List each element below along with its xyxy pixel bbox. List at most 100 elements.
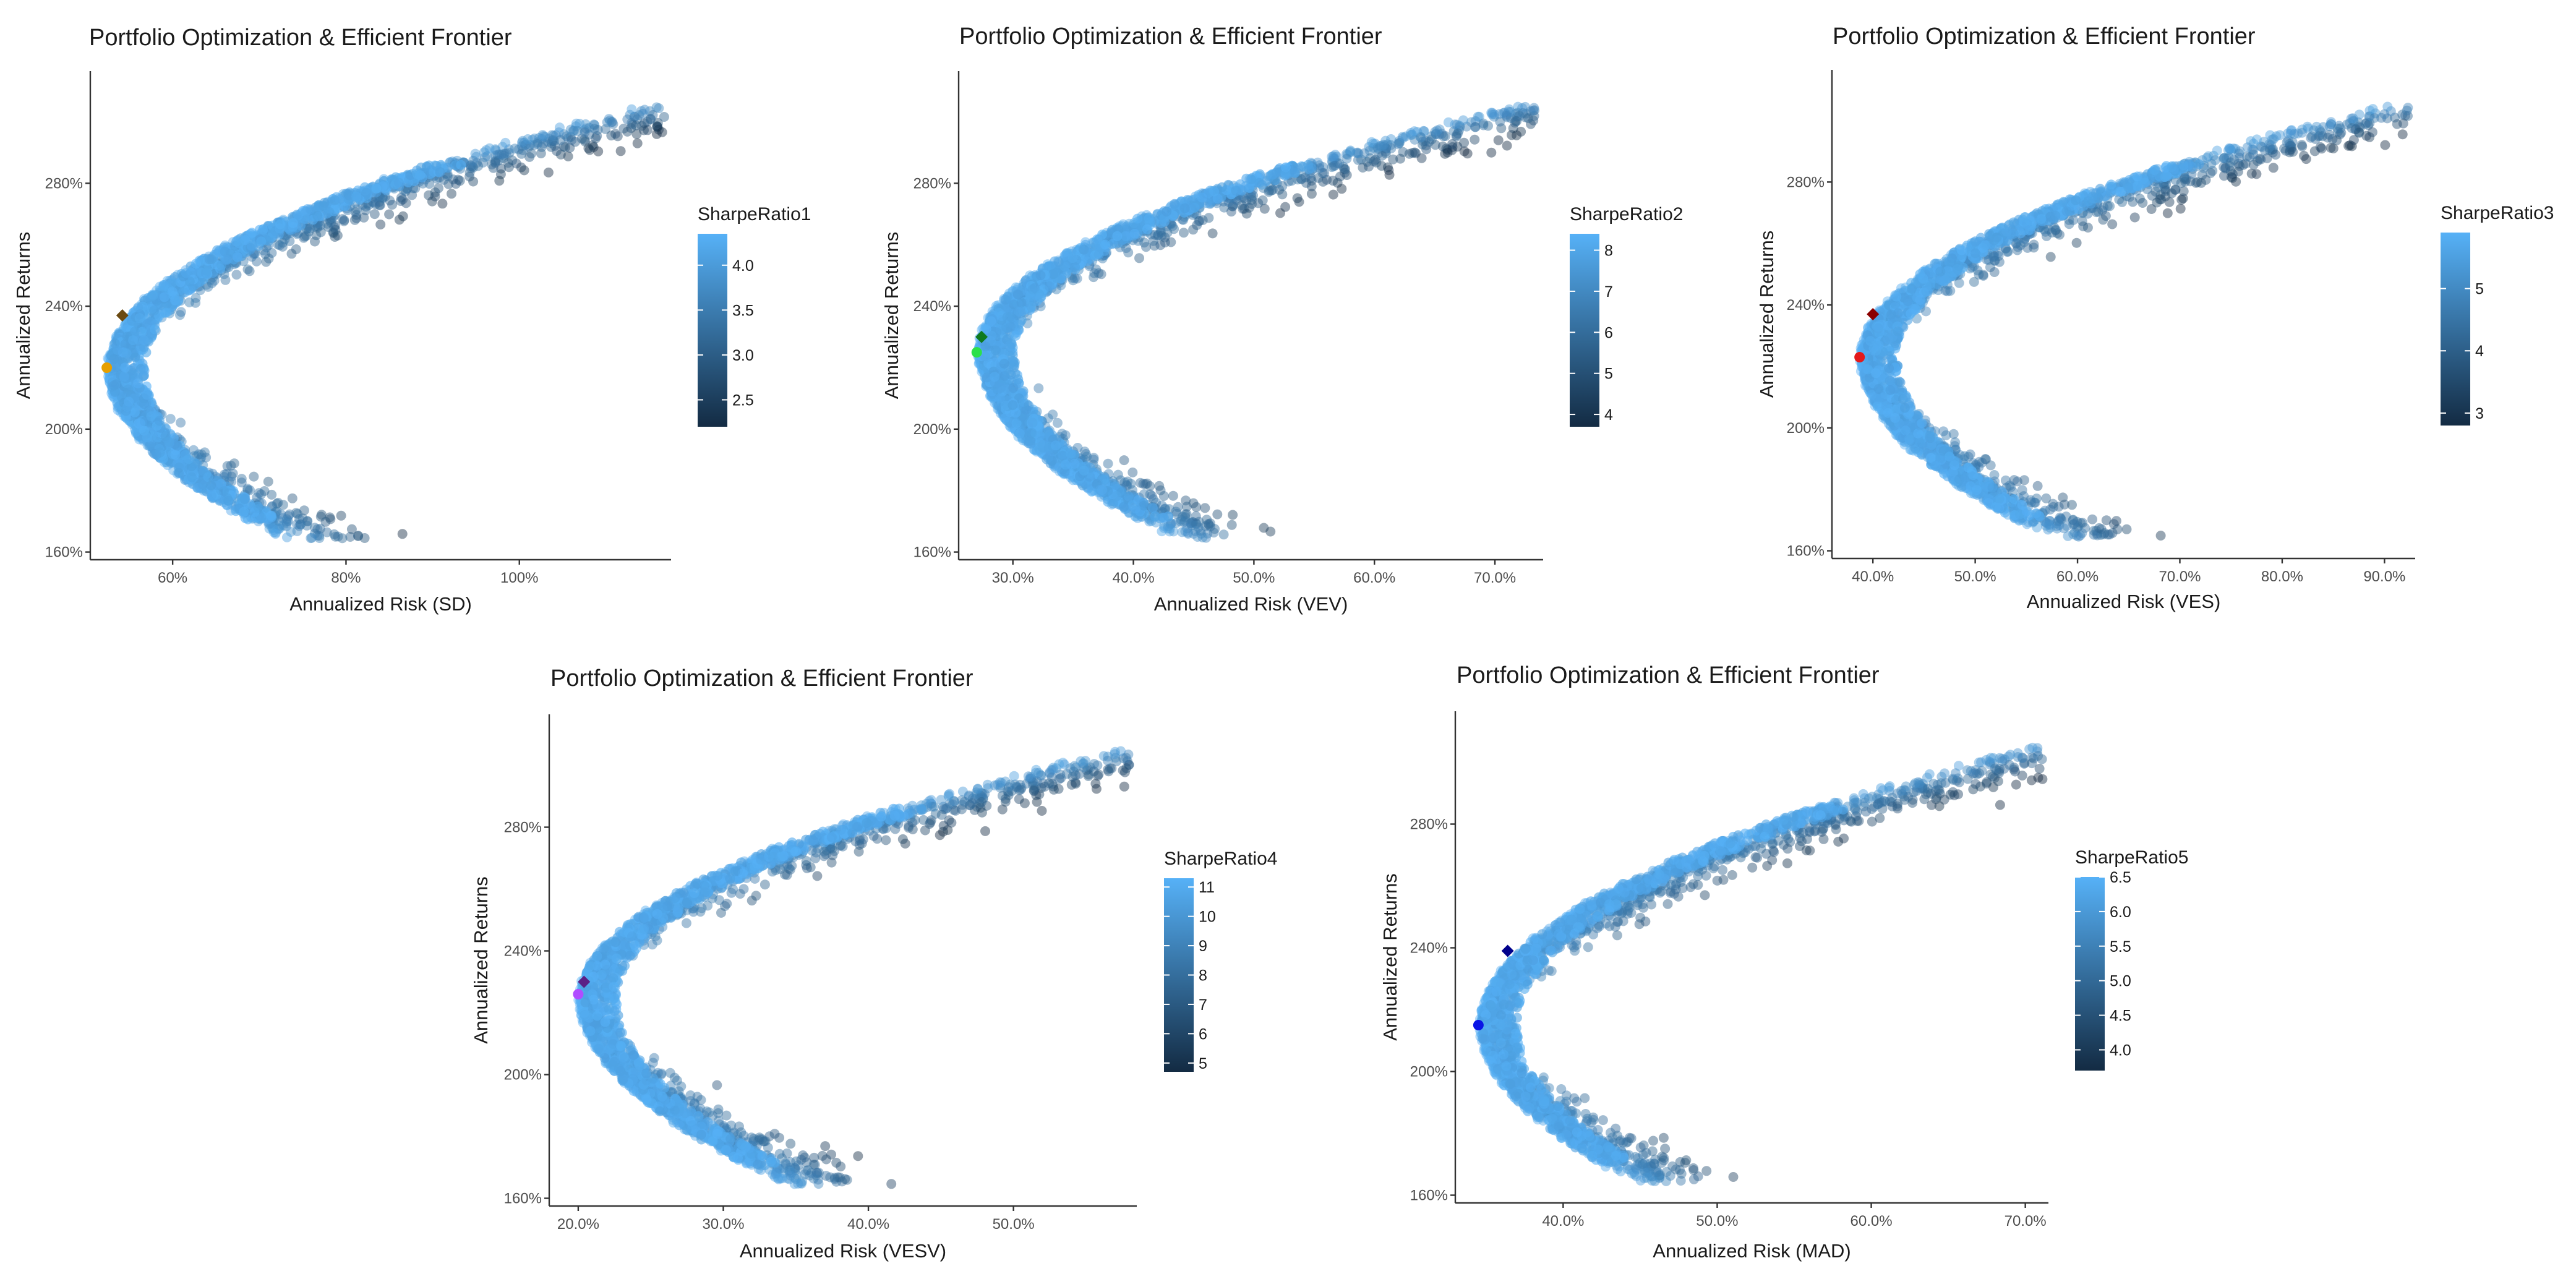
portfolio-point	[571, 118, 581, 129]
portfolio-point	[401, 198, 411, 208]
portfolio-point	[999, 359, 1009, 369]
portfolio-point	[639, 118, 649, 129]
portfolio-point	[1016, 297, 1027, 308]
portfolio-point	[986, 316, 996, 327]
chart-panel-1: Portfolio Optimization & Efficient Front…	[12, 25, 811, 615]
portfolio-point	[315, 523, 325, 534]
portfolio-point	[1128, 467, 1138, 477]
portfolio-point	[1358, 163, 1368, 173]
portfolio-point	[1290, 168, 1300, 178]
portfolio-point	[148, 290, 158, 301]
portfolio-point	[175, 310, 185, 320]
portfolio-point	[249, 471, 259, 482]
portfolio-point	[583, 143, 594, 153]
portfolio-point	[519, 137, 529, 148]
portfolio-point	[1197, 192, 1207, 203]
portfolio-point	[1123, 476, 1133, 487]
portfolio-point	[1410, 147, 1420, 158]
y-tick-label: 200%	[45, 421, 83, 438]
portfolio-point	[424, 190, 434, 200]
portfolio-point	[312, 210, 323, 221]
portfolio-point	[120, 362, 131, 373]
portfolio-point	[488, 163, 499, 173]
portfolio-point	[622, 114, 633, 125]
portfolio-point	[353, 531, 363, 541]
portfolio-point	[1024, 400, 1034, 411]
portfolio-point	[395, 196, 406, 206]
y-tick-label: 280%	[914, 175, 951, 192]
portfolio-point	[218, 486, 229, 497]
portfolio-point	[1453, 128, 1463, 139]
portfolio-point	[173, 295, 184, 306]
frontier-band	[106, 160, 466, 524]
portfolio-point	[263, 254, 274, 263]
portfolio-point	[497, 149, 507, 160]
portfolio-point	[1337, 184, 1347, 194]
portfolio-point	[456, 160, 466, 170]
portfolio-point	[1013, 374, 1024, 385]
portfolio-point	[437, 199, 448, 209]
portfolio-point	[180, 450, 190, 460]
portfolio-point	[384, 209, 395, 220]
portfolio-point	[1487, 109, 1497, 119]
portfolio-point	[579, 134, 589, 145]
portfolio-point	[1100, 239, 1110, 250]
portfolio-point	[1093, 249, 1104, 260]
portfolio-point	[1026, 302, 1037, 312]
portfolio-point	[176, 417, 186, 428]
portfolio-point	[990, 345, 1001, 356]
portfolio-point	[1359, 148, 1369, 158]
portfolio-point	[165, 414, 176, 424]
portfolio-point	[554, 122, 565, 133]
portfolio-point	[1226, 207, 1236, 217]
portfolio-point	[607, 117, 617, 127]
portfolio-point	[206, 480, 216, 490]
portfolio-point	[1118, 502, 1129, 512]
portfolio-point	[221, 255, 232, 265]
portfolio-point	[537, 134, 547, 144]
portfolio-point	[270, 529, 281, 539]
portfolio-point	[627, 104, 637, 114]
portfolio-point	[499, 153, 508, 163]
portfolio-point	[447, 189, 456, 199]
portfolio-point	[236, 474, 247, 484]
portfolio-point	[207, 278, 217, 288]
chart-title: Portfolio Optimization & Efficient Front…	[89, 25, 512, 51]
portfolio-point	[1177, 527, 1187, 537]
portfolio-point	[1259, 523, 1269, 533]
portfolio-point	[1443, 117, 1453, 127]
portfolio-point	[1191, 511, 1201, 521]
portfolio-point	[1052, 417, 1063, 428]
portfolio-point	[252, 502, 263, 511]
portfolio-point	[1210, 524, 1220, 534]
portfolio-point	[263, 476, 273, 487]
portfolio-point	[465, 161, 476, 171]
portfolio-point	[1162, 207, 1172, 217]
portfolio-point	[1280, 202, 1291, 212]
portfolio-point	[1200, 503, 1210, 513]
portfolio-point	[1129, 228, 1140, 239]
portfolio-point	[242, 264, 253, 275]
portfolio-point	[1190, 526, 1200, 536]
portfolio-point	[1277, 189, 1288, 200]
portfolio-point	[1483, 121, 1493, 131]
portfolio-point	[1134, 253, 1144, 263]
portfolio-point	[1045, 281, 1055, 291]
portfolio-point	[133, 378, 143, 388]
y-tick-label: 160%	[45, 544, 83, 561]
portfolio-point	[1148, 236, 1158, 246]
portfolio-point	[580, 137, 590, 147]
legend-tick-label: 3.0	[732, 347, 754, 364]
portfolio-point	[547, 136, 558, 146]
portfolio-point	[258, 225, 268, 234]
portfolio-point	[1432, 125, 1442, 135]
portfolio-point	[593, 125, 603, 135]
x-tick-label: 30.0%	[992, 570, 1034, 586]
portfolio-point	[540, 132, 550, 142]
portfolio-point	[1069, 458, 1080, 469]
portfolio-point	[349, 215, 360, 225]
chart-title: Portfolio Optimization & Efficient Front…	[959, 24, 1382, 49]
portfolio-point	[990, 372, 999, 382]
portfolio-point	[632, 138, 643, 148]
portfolio-point	[1068, 253, 1078, 263]
